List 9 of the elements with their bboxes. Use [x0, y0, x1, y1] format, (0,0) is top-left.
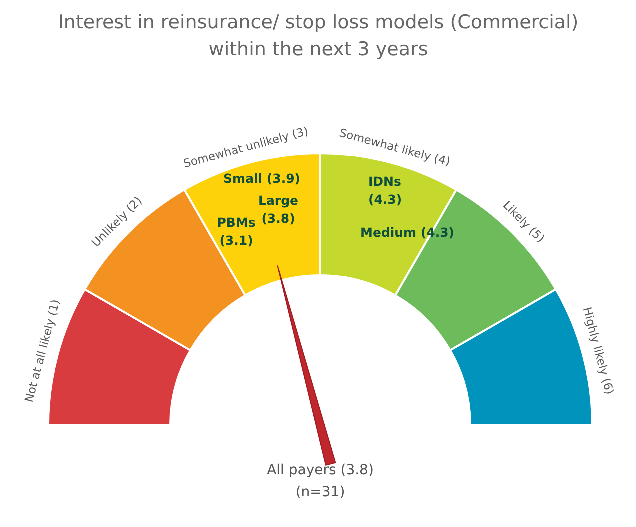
- text: IDNs (4.3): [368, 174, 402, 207]
- slice-label: Not at all likely (1): [22, 298, 63, 404]
- text: Large (3.8): [258, 193, 299, 226]
- text: All payers (3.8): [267, 462, 374, 478]
- text: PBMs (3.1): [217, 215, 256, 248]
- text: Small (3.9): [224, 171, 300, 186]
- slice-label: Highly likely (6): [580, 306, 618, 396]
- chart-title: Interest in reinsurance/ stop loss models (Commercial) within the next 3 years: [58, 12, 579, 60]
- text: (n=31): [296, 484, 346, 500]
